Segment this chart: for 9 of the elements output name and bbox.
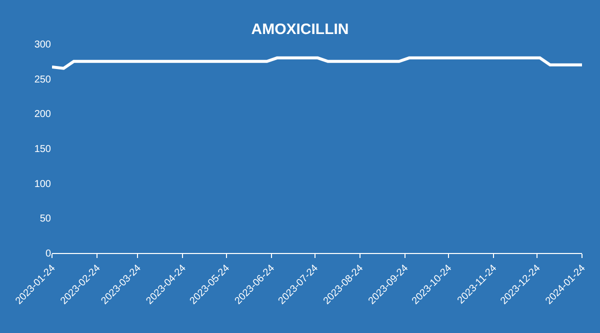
chart-title: AMOXICILLIN bbox=[251, 20, 349, 38]
line-series bbox=[52, 56, 582, 70]
y-tick-label: 300 bbox=[34, 40, 52, 50]
y-tick-label: 50 bbox=[40, 214, 52, 225]
y-tick-label: 200 bbox=[34, 109, 52, 120]
y-tick-label: 150 bbox=[34, 144, 52, 155]
y-tick-label: 100 bbox=[34, 178, 52, 190]
y-tick-label: 0 bbox=[45, 248, 52, 260]
y-tick-label: 250 bbox=[34, 74, 52, 86]
